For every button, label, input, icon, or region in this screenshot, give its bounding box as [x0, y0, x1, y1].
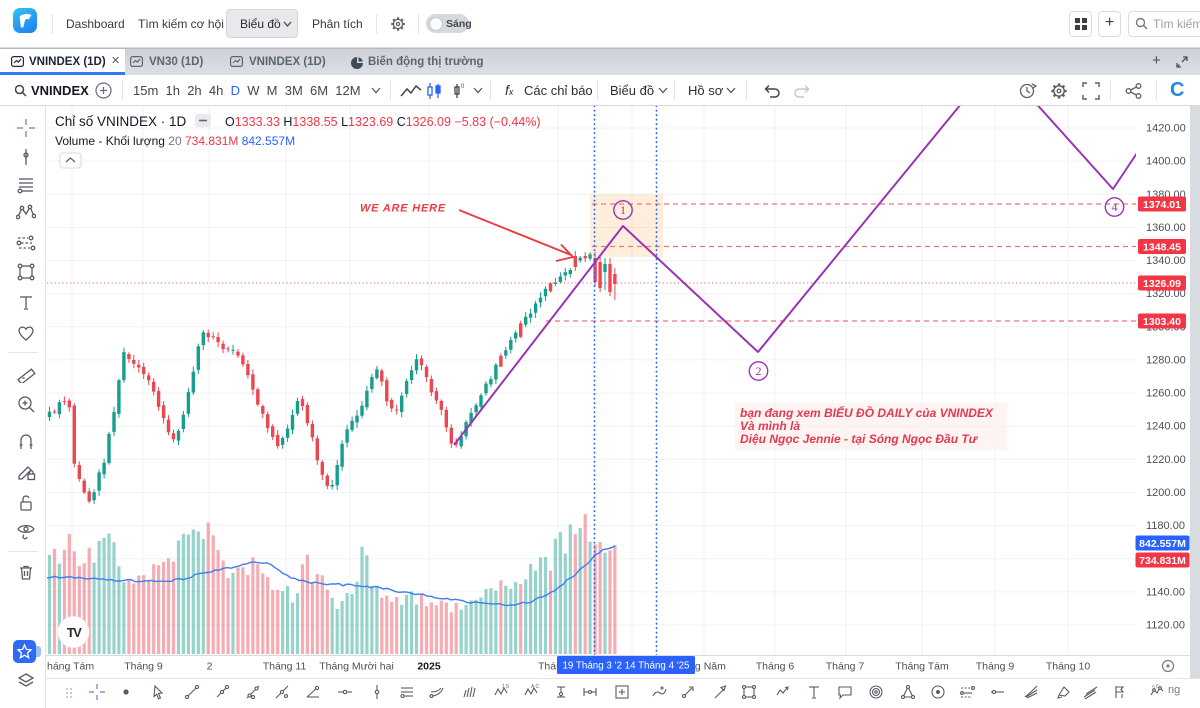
- svg-text:O1333.33 H1338.55 L1323.69 C13: O1333.33 H1338.55 L1323.69 C1326.09 −5.8…: [225, 115, 541, 129]
- svg-text:842.557M: 842.557M: [1139, 538, 1186, 550]
- svg-text:0: 0: [461, 84, 465, 90]
- svg-text:2: 2: [756, 364, 762, 378]
- svg-text:734.831M: 734.831M: [1139, 555, 1186, 567]
- svg-text:1 5: 1 5: [502, 684, 509, 690]
- svg-text:1320.00: 1320.00: [1146, 288, 1186, 300]
- svg-text:1280.00: 1280.00: [1146, 354, 1186, 366]
- svg-text:Tháng 9: Tháng 9: [124, 661, 163, 673]
- svg-text:1420.00: 1420.00: [1146, 123, 1186, 135]
- svg-text:A C: A C: [531, 684, 539, 690]
- svg-text:1200.00: 1200.00: [1146, 487, 1186, 499]
- svg-text:Tháng 11: Tháng 11: [263, 661, 307, 673]
- svg-text:TV: TV: [67, 625, 82, 640]
- svg-text:1326.09: 1326.09: [1143, 278, 1181, 290]
- svg-text:WE ARE HERE: WE ARE HERE: [360, 203, 446, 215]
- svg-text:4: 4: [1112, 200, 1118, 214]
- svg-text:1180.00: 1180.00: [1146, 520, 1185, 532]
- svg-text:Và mình là: Và mình là: [740, 419, 800, 433]
- svg-text:Tháng Mười hai: Tháng Mười hai: [319, 661, 394, 673]
- svg-text:Tháng 10: Tháng 10: [1046, 661, 1091, 673]
- svg-text:19 Tháng 3 '2 14 Tháng 4 '25: 19 Tháng 3 '2 14 Tháng 4 '25: [562, 661, 690, 672]
- svg-text:2: 2: [207, 661, 213, 673]
- svg-text:bạn đang xem BIỂU ĐỒ DAILY của: bạn đang xem BIỂU ĐỒ DAILY của VNINDEX: [740, 405, 994, 420]
- svg-text:Diệu Ngọc Jennie - tại Sóng Ng: Diệu Ngọc Jennie - tại Sóng Ngọc Đầu Tư: [740, 432, 979, 446]
- svg-text:1303.40: 1303.40: [1143, 316, 1181, 328]
- svg-text:2025: 2025: [417, 661, 441, 673]
- svg-text:1340.00: 1340.00: [1146, 255, 1186, 267]
- svg-text:1120.00: 1120.00: [1146, 620, 1185, 632]
- svg-text:1400.00: 1400.00: [1146, 156, 1186, 168]
- svg-text:A E: A E: [1152, 684, 1159, 689]
- svg-text:1220.00: 1220.00: [1146, 454, 1186, 466]
- svg-text:1348.45: 1348.45: [1143, 241, 1181, 253]
- svg-text:1: 1: [620, 203, 626, 217]
- svg-text:Tháng 6: Tháng 6: [756, 661, 795, 673]
- svg-text:Tháng Tám: Tháng Tám: [895, 661, 949, 673]
- svg-text:1374.01: 1374.01: [1143, 199, 1181, 211]
- svg-text:háng Tám: háng Tám: [47, 661, 94, 673]
- svg-text:1140.00: 1140.00: [1146, 586, 1185, 598]
- svg-text:1360.00: 1360.00: [1146, 222, 1186, 234]
- svg-text:Volume - Khối lượng 20 734.831: Volume - Khối lượng 20 734.831M 842.557M: [55, 134, 295, 148]
- svg-text:Tháng 7: Tháng 7: [826, 661, 865, 673]
- svg-text:Tháng 9: Tháng 9: [976, 661, 1015, 673]
- svg-text:Chỉ số VNINDEX · 1D: Chỉ số VNINDEX · 1D: [55, 114, 187, 129]
- svg-text:1240.00: 1240.00: [1146, 421, 1186, 433]
- svg-text:1260.00: 1260.00: [1146, 388, 1186, 400]
